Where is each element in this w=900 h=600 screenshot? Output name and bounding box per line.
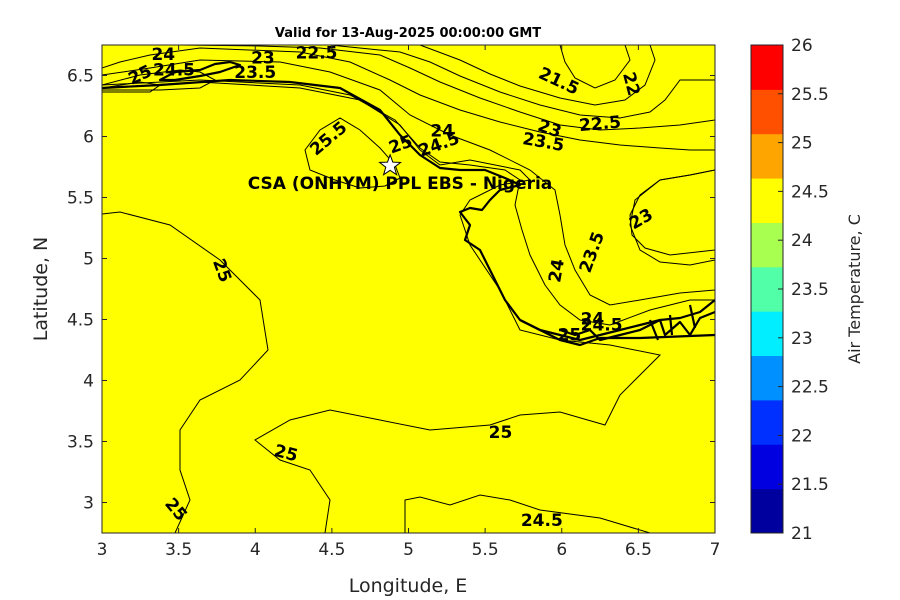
- colorbar-band: [751, 399, 783, 445]
- plot-area: [102, 45, 715, 533]
- site-label: CSA (ONHYM) PPL EBS - Nigeria: [248, 174, 553, 194]
- band-orange-north: [102, 81, 662, 533]
- contour-label: 22.5: [578, 113, 622, 137]
- x-tick-label: 4.5: [318, 540, 345, 560]
- x-tick-label: 5: [403, 540, 414, 560]
- x-tick-label: 3: [97, 540, 108, 560]
- x-tick-label: 5.5: [472, 540, 499, 560]
- y-tick-label: 5.5: [67, 189, 94, 209]
- contour-label: 24: [581, 310, 605, 330]
- x-tick-label: 6: [556, 540, 567, 560]
- contour-label: 24.5: [521, 511, 563, 531]
- x-tick-label: 6.5: [625, 540, 652, 560]
- contour-label: 25: [489, 423, 513, 443]
- colorbar-tick-label: 21: [791, 524, 813, 544]
- y-tick-label: 6: [83, 128, 94, 148]
- contour-label: 24: [545, 257, 569, 284]
- colorbar-band: [751, 266, 783, 312]
- x-axis-label: Longitude, E: [349, 575, 468, 597]
- colorbar-band: [751, 178, 783, 223]
- x-axis-ticks: 3 3.5 4 4.5 5 5.5 6 6.5 7: [97, 45, 721, 560]
- band-darkestblue: [559, 45, 631, 89]
- coastline-lagos: [158, 60, 242, 82]
- y-tick-label: 6.5: [67, 67, 94, 87]
- band-cyan: [102, 45, 715, 266]
- colorbar-tick-label: 24: [791, 231, 813, 251]
- contour-label: 24.5: [581, 316, 623, 336]
- y-tick-label: 3.5: [67, 433, 94, 453]
- colorbar-tick-label: 26: [791, 36, 813, 56]
- x-tick-label: 3.5: [165, 540, 192, 560]
- colorbar-band: [751, 444, 783, 490]
- contour-label: 23.5: [234, 63, 276, 83]
- colorbar-tick-label: 22: [791, 426, 813, 446]
- coastline-south-shore: [519, 319, 715, 347]
- contour-label: 24: [151, 45, 175, 65]
- colorbar-band: [751, 133, 783, 179]
- y-tick-label: 5: [83, 250, 94, 270]
- colorbar-band: [751, 45, 783, 90]
- colorbar-tick-label: 23: [791, 329, 813, 349]
- y-tick-label: 4.5: [67, 311, 94, 331]
- band-darkerblue: [419, 45, 656, 106]
- coastline-delta-creeks: [559, 304, 715, 342]
- colorbar-tick-label: 25.5: [791, 85, 829, 105]
- colorbar: 21 21.5 22 22.5 23 23.5 24 24.5 25 25.5 26: [750, 36, 829, 544]
- colorbar-tick-label: 24.5: [791, 182, 829, 202]
- colorbar-band: [751, 222, 783, 268]
- band-lightgreen: [102, 45, 715, 326]
- contour-label: 25: [558, 325, 582, 345]
- band-aquamarine: [102, 45, 715, 306]
- x-tick-label: 4: [250, 540, 261, 560]
- site-star-icon: [378, 153, 402, 176]
- colorbar-band: [751, 311, 783, 357]
- y-tick-label: 3: [83, 494, 94, 514]
- band-lightblue: [102, 45, 715, 131]
- coastline: [102, 78, 715, 342]
- chart-title: Valid for 13-Aug-2025 00:00:00 GMT: [275, 26, 541, 41]
- contour-label: 24.5: [153, 61, 195, 81]
- y-axis-ticks: 3 3.5 4 4.5 5 5.5 6 6.5: [67, 67, 715, 514]
- band-blue: [329, 45, 715, 119]
- colorbar-band: [751, 89, 783, 135]
- contour-label: 23: [251, 48, 275, 68]
- band-nw-orange: [102, 81, 162, 93]
- band-cyan-east: [629, 169, 715, 256]
- colorbar-tick-label: 25: [791, 134, 813, 154]
- band-yellow: [102, 45, 715, 533]
- colorbar-band: [751, 488, 783, 534]
- y-tick-label: 4: [83, 372, 94, 392]
- contour-label: 24: [430, 122, 454, 142]
- colorbar-tick-label: 22.5: [791, 378, 829, 398]
- band-green-south: [404, 494, 651, 533]
- colorbar-tick-label: 21.5: [791, 475, 829, 495]
- contour-label: 22.5: [296, 44, 338, 64]
- band-red: [304, 117, 401, 189]
- y-axis-label: Latitude, N: [30, 237, 52, 342]
- colorbar-label: Air Temperature, C: [845, 214, 864, 364]
- x-tick-label: 7: [710, 540, 721, 560]
- colorbar-tick-label: 23.5: [791, 280, 829, 300]
- colorbar-band: [751, 355, 783, 401]
